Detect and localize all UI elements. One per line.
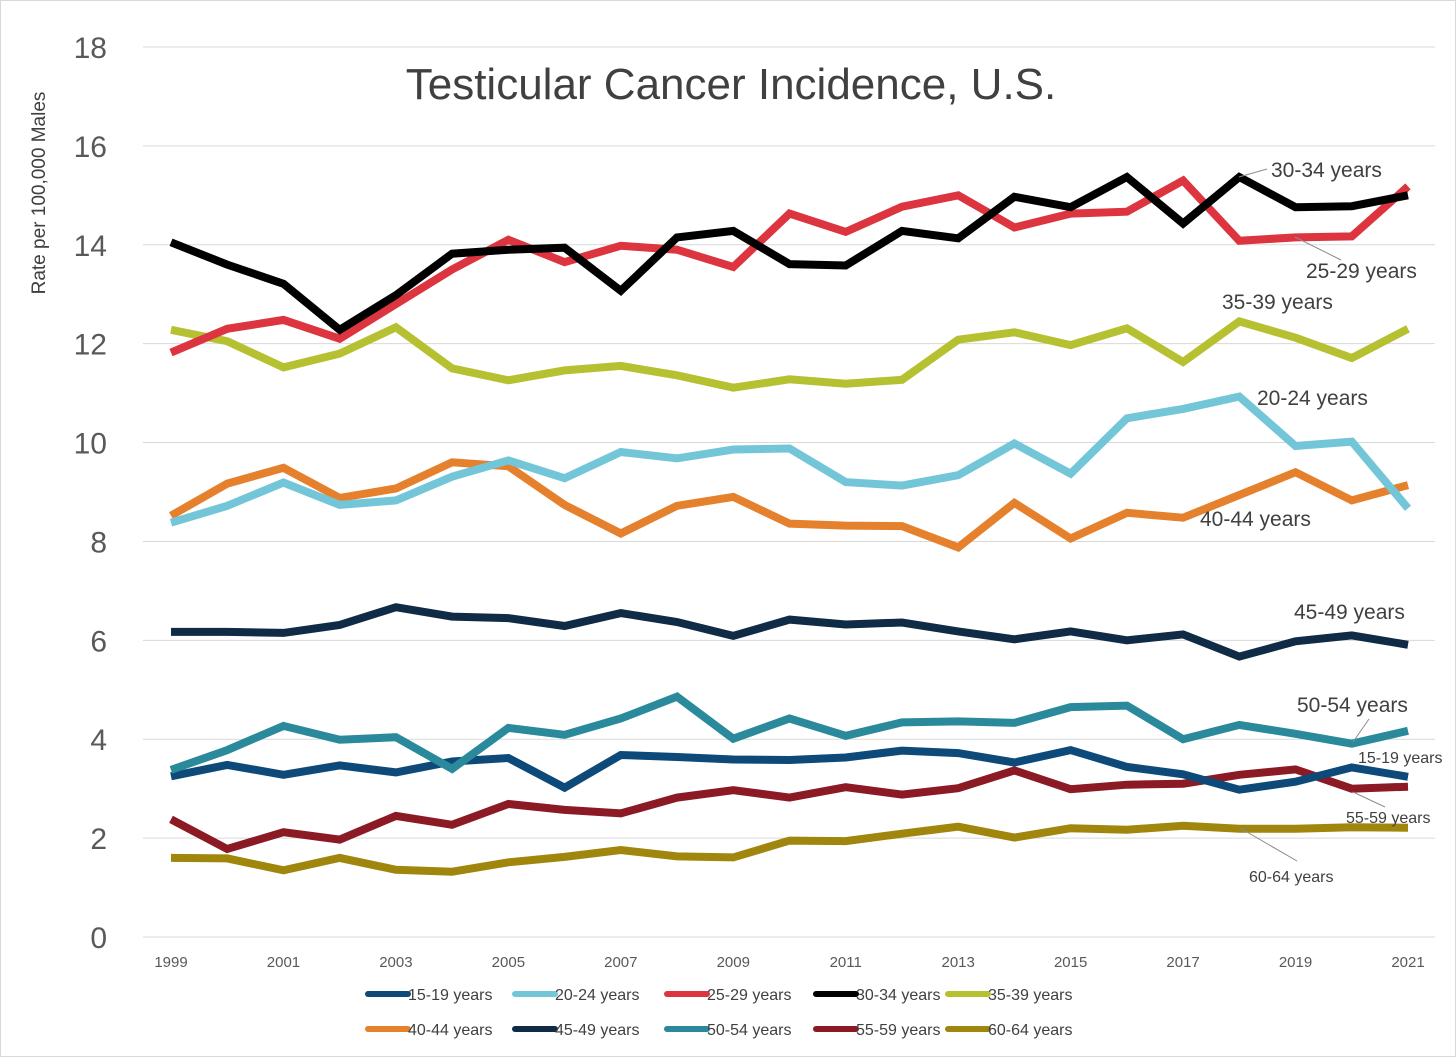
series-line-50-54-years bbox=[169, 692, 1409, 774]
series-line-15-19-years bbox=[170, 745, 1409, 794]
series-annotation: 20-24 years bbox=[1257, 387, 1368, 410]
annotation-leader-line bbox=[1352, 791, 1386, 808]
series-line-30-34-years bbox=[169, 172, 1409, 335]
series-annotations: 30-34 years 25-29 years 35-39 years 20-24 y… bbox=[1200, 159, 1443, 886]
y-tick-label: 4 bbox=[90, 724, 107, 757]
y-tick-label: 12 bbox=[74, 329, 107, 362]
series-line-35-39-years bbox=[170, 317, 1410, 392]
x-tick-label: 2013 bbox=[941, 954, 974, 971]
series-annotation: 35-39 years bbox=[1222, 291, 1333, 314]
y-axis-label: Rate per 100,000 Males bbox=[29, 92, 50, 295]
x-tick-label: 2003 bbox=[379, 954, 412, 971]
legend-label: 50-54 years bbox=[707, 1022, 792, 1039]
legend-label: 20-24 years bbox=[555, 987, 640, 1004]
y-tick-label: 2 bbox=[90, 823, 107, 856]
series-annotation: 55-59 years bbox=[1346, 810, 1431, 827]
legend-label: 15-19 years bbox=[408, 987, 493, 1004]
x-tick-label: 2009 bbox=[717, 954, 750, 971]
series-line-40-44-years bbox=[169, 458, 1410, 552]
legend: 15-19 years 20-24 years 25-29 years 30-34 y… bbox=[365, 987, 1073, 1039]
series-annotation: 60-64 years bbox=[1249, 869, 1334, 886]
annotation-leader-line bbox=[1294, 236, 1342, 261]
y-tick-label: 14 bbox=[74, 230, 107, 263]
y-tick-label: 0 bbox=[90, 922, 107, 955]
series-line-20-24-years bbox=[169, 392, 1412, 527]
series-annotation: 15-19 years bbox=[1358, 750, 1443, 767]
x-tick-label: 1999 bbox=[154, 954, 187, 971]
legend-label: 45-49 years bbox=[555, 1022, 640, 1039]
y-axis-tick-labels: 0 2 4 6 8 10 12 14 16 18 bbox=[74, 32, 107, 955]
series-annotation: 40-44 years bbox=[1200, 508, 1311, 531]
legend-label: 25-29 years bbox=[707, 987, 792, 1004]
annotation-leader-line bbox=[1238, 168, 1268, 178]
series-annotation: 30-34 years bbox=[1271, 159, 1382, 182]
x-axis-tick-labels: 1999 2001 2003 2005 2007 2009 2011 2013 2015 2017… bbox=[154, 954, 1424, 971]
y-tick-label: 18 bbox=[74, 32, 107, 65]
legend-label: 55-59 years bbox=[856, 1022, 941, 1039]
x-tick-label: 2021 bbox=[1391, 954, 1424, 971]
x-tick-label: 2017 bbox=[1166, 954, 1199, 971]
annotation-leader-line bbox=[1239, 827, 1298, 862]
series-line-60-64-years bbox=[170, 821, 1409, 876]
annotation-leader-line bbox=[1352, 718, 1370, 743]
x-tick-label: 2007 bbox=[604, 954, 637, 971]
series-line-25-29-years bbox=[169, 175, 1411, 357]
y-tick-label: 8 bbox=[90, 526, 107, 559]
y-tick-label: 16 bbox=[74, 131, 107, 164]
x-tick-label: 2005 bbox=[492, 954, 525, 971]
series-annotation: 50-54 years bbox=[1297, 694, 1408, 717]
x-tick-label: 2001 bbox=[267, 954, 300, 971]
legend-label: 30-34 years bbox=[856, 987, 941, 1004]
x-tick-label: 2019 bbox=[1279, 954, 1312, 971]
legend-label: 35-39 years bbox=[988, 987, 1073, 1004]
x-tick-label: 2015 bbox=[1054, 954, 1087, 971]
legend-label: 40-44 years bbox=[408, 1022, 493, 1039]
legend-label: 60-64 years bbox=[988, 1022, 1073, 1039]
series-lines bbox=[169, 172, 1412, 876]
y-tick-label: 10 bbox=[74, 428, 107, 461]
y-tick-label: 6 bbox=[90, 625, 107, 658]
series-annotation: 45-49 years bbox=[1294, 601, 1405, 624]
series-annotation: 25-29 years bbox=[1306, 260, 1417, 283]
chart-title: Testicular Cancer Incidence, U.S. bbox=[406, 60, 1057, 109]
x-tick-label: 2011 bbox=[830, 954, 862, 971]
series-line-45-49-years bbox=[171, 603, 1409, 661]
